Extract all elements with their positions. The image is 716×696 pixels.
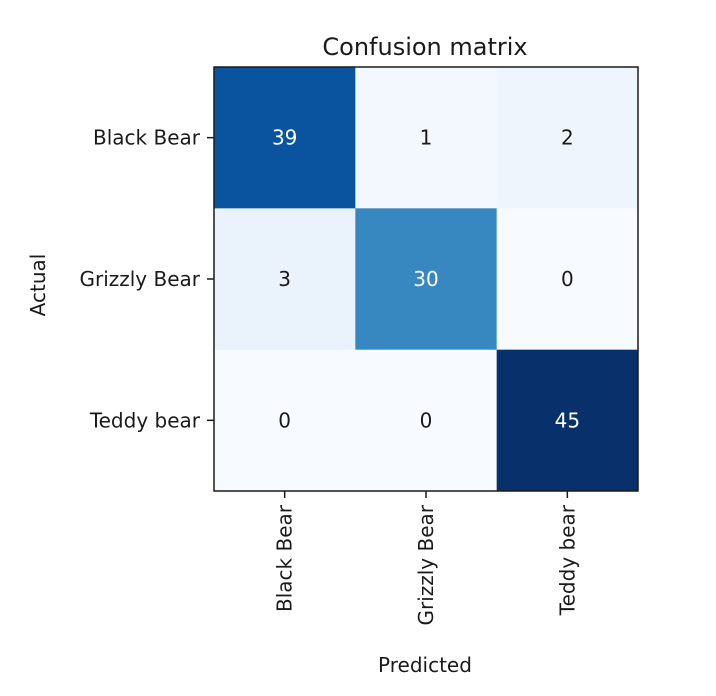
heatmap-cell-r0-c1 [355,67,498,209]
x-tick-label-2: Teddy bear [555,504,579,616]
x-tick-label-1: Grizzly Bear [414,504,438,625]
heatmap-cell-r0-c0 [214,67,356,209]
y-tick-label-2: Teddy bear [89,408,201,432]
cell-value-label-r1-c1: 30 [413,267,438,291]
x-axis-label: Predicted [378,653,472,677]
cell-value-label-r1-c2: 0 [561,267,574,291]
heatmap-cell-r2-c2 [496,349,639,492]
heatmap-cell-r0-c2 [496,67,639,209]
cell-value-label-r2-c2: 45 [555,408,580,432]
heatmap-cell-r2-c1 [355,349,498,492]
cell-value-label-r2-c0: 0 [278,408,291,432]
heatmap-cells: 39 1 2 3 30 0 0 0 45 [214,67,639,492]
chart-title: Confusion matrix [322,33,527,61]
cell-value-label-r1-c0: 3 [278,267,291,291]
y-tick-label-0: Black Bear [93,126,201,150]
cell-value-label-r0-c1: 1 [420,126,433,150]
heatmap-cell-r1-c1 [355,208,498,351]
cell-value-label-r0-c0: 39 [272,126,297,150]
x-tick-label-0: Black Bear [273,504,297,612]
cell-value-label-r0-c2: 2 [561,126,574,150]
x-axis-ticks: Black Bear Grizzly Bear Teddy bear [273,491,579,626]
heatmap-cell-r1-c2 [496,208,639,351]
y-axis-ticks: Black Bear Grizzly Bear Teddy bear [79,126,214,432]
cell-value-label-r2-c1: 0 [420,408,433,432]
heatmap-cell-r2-c0 [214,349,356,492]
y-tick-label-1: Grizzly Bear [79,267,200,291]
heatmap-cell-r1-c0 [214,208,356,351]
y-axis-label: Actual [26,254,50,317]
